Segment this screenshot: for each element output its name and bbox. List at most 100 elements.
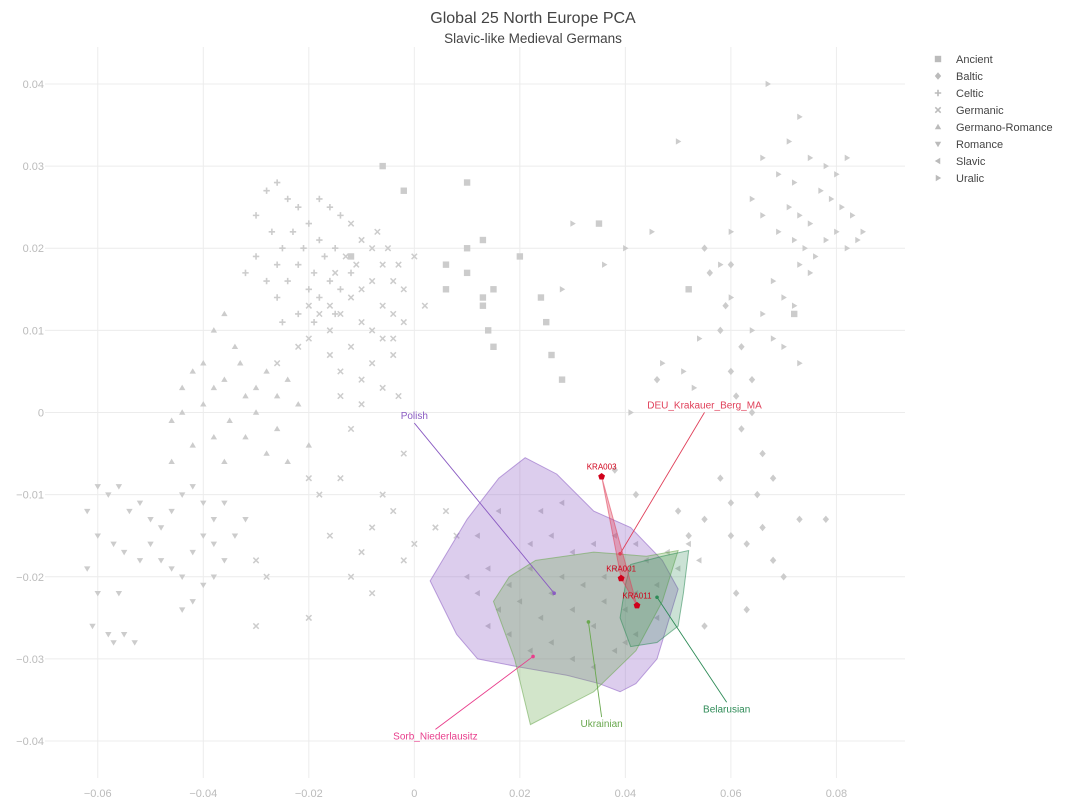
data-point xyxy=(543,318,550,326)
data-point xyxy=(200,500,207,507)
data-point xyxy=(442,507,450,515)
series-slavic xyxy=(463,499,702,671)
data-point xyxy=(305,474,313,482)
legend-label: Baltic xyxy=(956,71,983,83)
legend-item-uralic[interactable]: Uralic xyxy=(935,173,985,185)
data-point xyxy=(221,376,228,382)
data-point xyxy=(316,294,323,301)
data-point xyxy=(231,533,239,539)
data-point xyxy=(860,228,866,236)
data-point xyxy=(807,154,814,162)
data-point xyxy=(602,261,608,268)
legend-label: Ancient xyxy=(956,54,993,66)
data-point xyxy=(89,623,96,630)
legend-item-celtic[interactable]: Celtic xyxy=(934,88,984,100)
legend-label: Uralic xyxy=(956,173,985,185)
data-point xyxy=(284,195,291,203)
background-points xyxy=(84,80,866,671)
data-point xyxy=(818,187,824,194)
data-point xyxy=(718,261,724,268)
legend-item-germano-romance[interactable]: Germano-Romance xyxy=(934,122,1053,134)
series-romance xyxy=(84,484,249,646)
data-point xyxy=(807,269,814,277)
data-point xyxy=(305,614,313,622)
data-point xyxy=(727,367,735,376)
data-point xyxy=(780,573,787,581)
data-point xyxy=(759,523,766,532)
data-point xyxy=(321,253,328,260)
data-point xyxy=(115,590,123,597)
data-point xyxy=(337,212,344,219)
data-point xyxy=(474,532,480,539)
data-point xyxy=(558,499,565,507)
samples: KRA003 KRA001 KRA011 xyxy=(587,463,652,609)
data-point xyxy=(685,532,692,540)
data-point xyxy=(342,253,349,260)
data-point xyxy=(432,524,439,531)
data-point xyxy=(527,565,533,572)
data-point xyxy=(221,500,228,507)
data-point xyxy=(822,515,830,523)
data-point xyxy=(649,228,655,236)
data-point xyxy=(760,212,766,219)
data-point xyxy=(484,622,491,630)
data-point xyxy=(622,606,628,613)
data-point xyxy=(168,417,175,423)
data-point xyxy=(474,589,480,597)
belarusian-label: Belarusian xyxy=(703,704,750,715)
belarusian-centroid xyxy=(655,595,659,600)
data-point xyxy=(326,302,334,309)
legend-item-baltic[interactable]: Baltic xyxy=(934,71,984,83)
legend-item-germanic[interactable]: Germanic xyxy=(934,105,1004,117)
data-point xyxy=(326,203,334,211)
data-point xyxy=(305,286,313,293)
data-point xyxy=(802,245,808,252)
chart-title: Global 25 North Europe PCA xyxy=(430,10,636,27)
data-point xyxy=(273,392,281,399)
data-point xyxy=(411,253,418,260)
data-point xyxy=(178,384,186,391)
data-point xyxy=(157,525,165,531)
data-point xyxy=(823,236,830,244)
data-point xyxy=(289,228,297,236)
data-point xyxy=(263,277,270,285)
data-point xyxy=(189,484,196,490)
data-point xyxy=(701,622,708,630)
series-celtic xyxy=(242,179,355,326)
data-point xyxy=(200,582,207,589)
legend-label: Romance xyxy=(956,139,1003,151)
data-point xyxy=(347,294,355,301)
data-point xyxy=(611,565,618,572)
axis-ticks: −0.06 −0.04 −0.02 0 0.02 0.04 0.06 0.08 0.04 0.03… xyxy=(16,79,847,800)
data-point xyxy=(252,557,260,564)
germano-romance-legend-marker xyxy=(934,123,942,130)
series-uralic xyxy=(559,80,866,416)
series-baltic xyxy=(611,244,830,630)
data-point xyxy=(300,245,307,252)
data-point xyxy=(495,507,501,515)
y-tick-label: 0.01 xyxy=(23,325,44,337)
data-point xyxy=(94,533,101,539)
data-point xyxy=(653,375,661,384)
ukrainian-centroid xyxy=(586,620,591,624)
data-point xyxy=(115,484,123,490)
data-point xyxy=(252,253,260,260)
data-point xyxy=(479,236,487,244)
legend-item-romance[interactable]: Romance xyxy=(934,139,1003,151)
data-point xyxy=(305,220,313,227)
data-point xyxy=(484,565,491,572)
data-point xyxy=(337,286,344,293)
data-point xyxy=(717,474,724,482)
data-point xyxy=(506,631,512,638)
data-point xyxy=(136,558,144,564)
series-ancient xyxy=(347,162,798,383)
data-point xyxy=(796,515,803,523)
data-point xyxy=(284,277,291,285)
data-point xyxy=(326,532,334,539)
legend-item-ancient[interactable]: Ancient xyxy=(934,54,993,66)
data-point xyxy=(548,639,554,646)
legend[interactable]: Ancient Baltic Celtic Germanic Germano-Roman… xyxy=(934,54,1053,185)
legend-item-slavic[interactable]: Slavic xyxy=(934,156,986,168)
data-point xyxy=(776,228,782,236)
